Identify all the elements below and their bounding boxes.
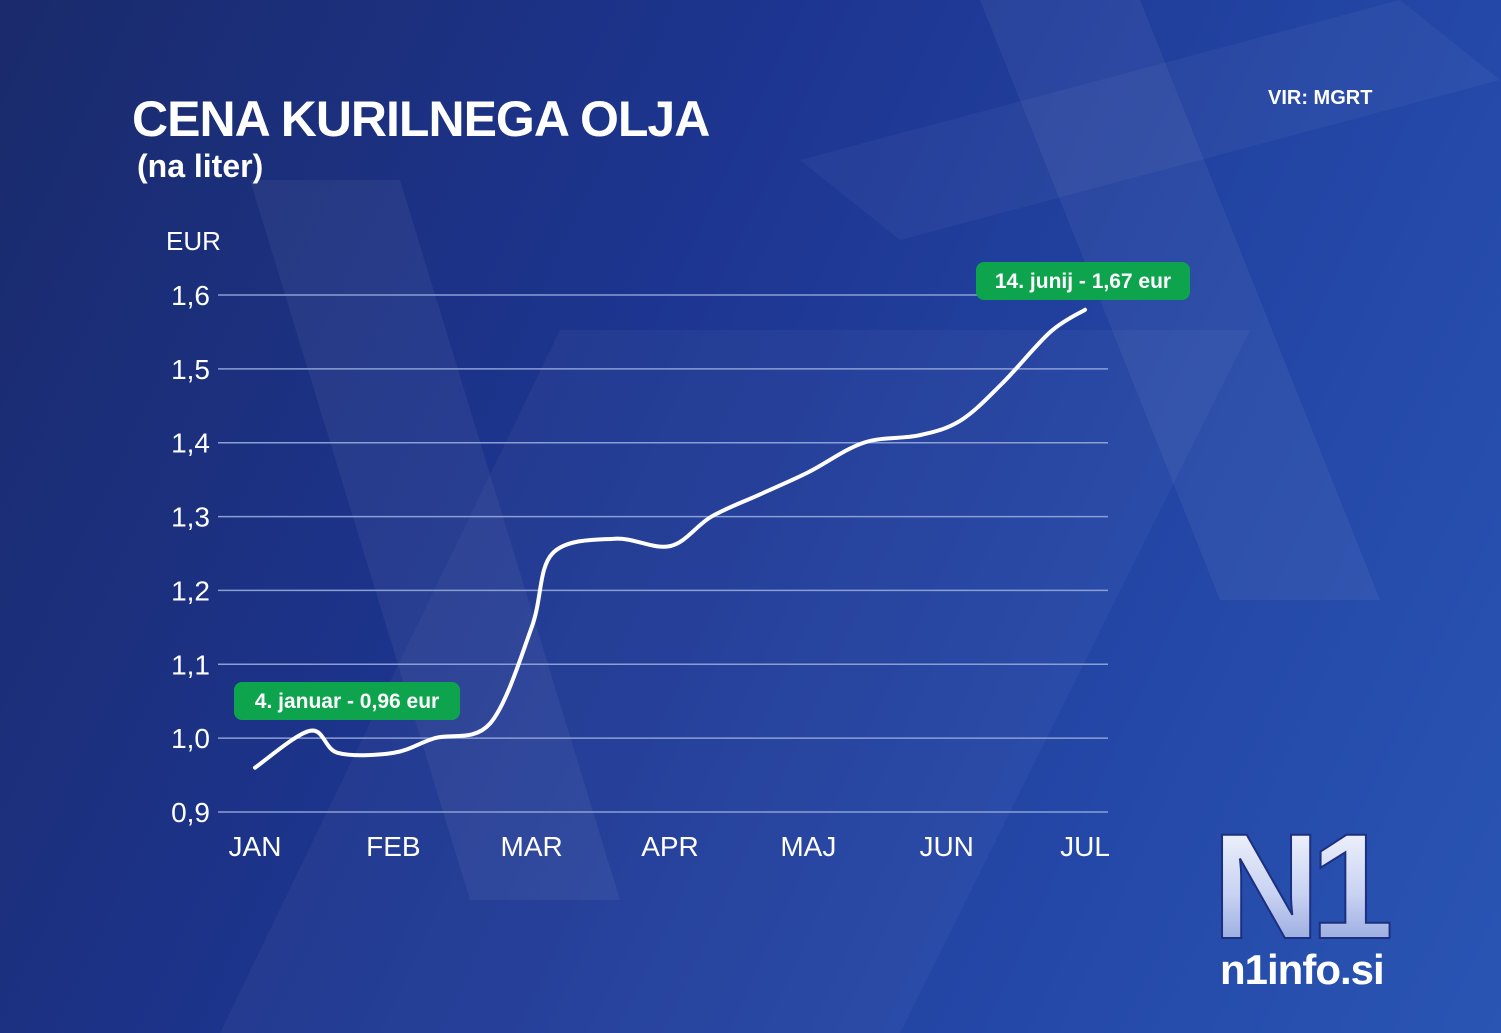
y-tick-label: 1,4: [171, 428, 210, 459]
callout-box: [976, 262, 1190, 300]
x-tick-label: JUN: [919, 831, 973, 862]
y-axis-label: EUR: [166, 226, 221, 256]
y-tick-label: 1,1: [171, 649, 210, 680]
y-tick-label: 1,2: [171, 575, 210, 606]
source-label: VIR: MGRT: [1268, 87, 1373, 109]
x-tick-label: JAN: [229, 831, 282, 862]
chart-subtitle: (na liter): [137, 148, 264, 184]
callout-label: 4. januar - 0,96 eur: [255, 690, 439, 713]
data-callout: 4. januar - 0,96 eur: [234, 682, 460, 720]
n1-logo: N1: [1211, 820, 1401, 950]
callout-box: [234, 682, 460, 720]
y-tick-label: 1,0: [171, 723, 210, 754]
x-tick-label: JUL: [1060, 831, 1110, 862]
x-tick-label: MAJ: [780, 831, 836, 862]
price-line: [253, 307, 1087, 770]
y-tick-label: 1,6: [171, 280, 210, 311]
x-tick-label: APR: [641, 831, 699, 862]
callout-label: 14. junij - 1,67 eur: [995, 270, 1171, 293]
chart-title: CENA KURILNEGA OLJA: [132, 91, 710, 147]
y-tick-label: 1,5: [171, 354, 210, 385]
y-tick-label: 1,3: [171, 502, 210, 533]
x-tick-label: FEB: [366, 831, 420, 862]
logo-mark: N1: [1212, 820, 1390, 950]
x-tick-label: MAR: [501, 831, 563, 862]
data-callout: 14. junij - 1,67 eur: [976, 262, 1190, 300]
site-url: n1info.si: [1220, 946, 1385, 993]
y-tick-label: 0,9: [171, 797, 210, 828]
